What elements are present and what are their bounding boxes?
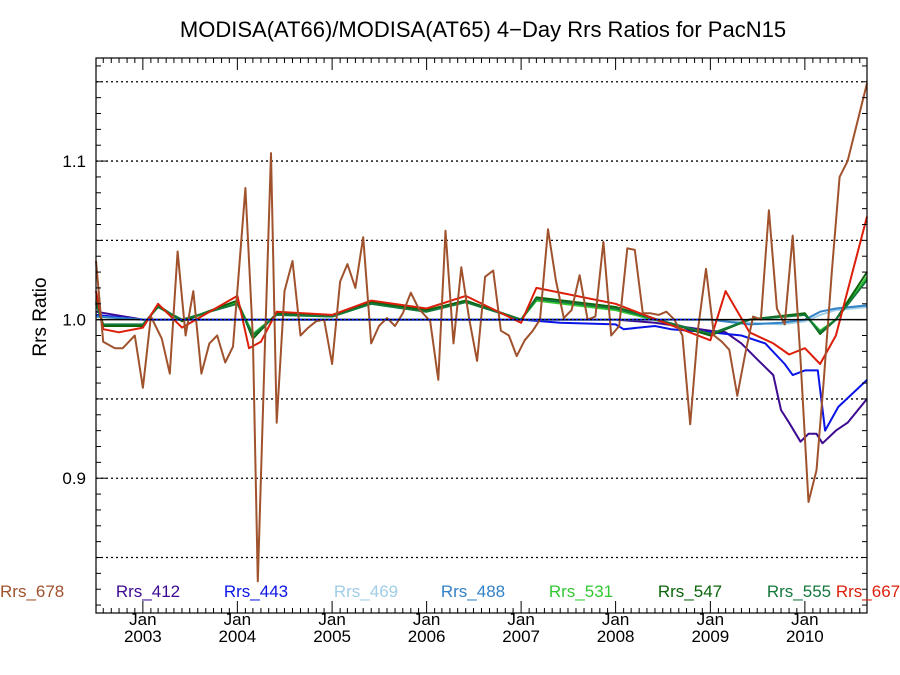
x-tick-label-month: Jan (318, 610, 345, 629)
legend-entry-rrs-531: Rrs_531 (549, 582, 613, 601)
x-tick-label-year: 2009 (691, 627, 729, 646)
axes: 0.91.01.1Jan2003Jan2004Jan2005Jan2006Jan… (62, 57, 868, 646)
x-tick-label-month: Jan (413, 610, 440, 629)
x-tick-label-month: Jan (129, 610, 156, 629)
legend-entry-rrs-469: Rrs_469 (334, 582, 398, 601)
legend: Rrs_412 Rrs_443 Rrs_469 Rrs_488 Rrs_531 Rrs_5… (0, 582, 900, 601)
series-line-rrs-412 (95, 310, 868, 445)
chart-title: MODISA(AT66)/MODISA(AT65) 4−Day Rrs Rati… (180, 17, 786, 42)
legend-entry-rrs-443: Rrs_443 (224, 582, 288, 601)
legend-entry-rrs-412: Rrs_412 (116, 582, 180, 601)
x-tick-label-year: 2007 (502, 627, 540, 646)
y-tick-label: 1.1 (62, 152, 86, 171)
legend-entry-rrs-678: Rrs_678 (0, 582, 64, 601)
y-tick-label: 0.9 (62, 469, 86, 488)
x-tick-label-month: Jan (602, 610, 629, 629)
x-tick-label-year: 2006 (408, 627, 446, 646)
gridlines (96, 81, 867, 559)
legend-entry-rrs-555: Rrs_555 (767, 582, 831, 601)
x-tick-label-year: 2008 (597, 627, 635, 646)
legend-entry-rrs-547: Rrs_547 (658, 582, 722, 601)
x-tick-label-year: 2005 (313, 627, 351, 646)
legend-entry-rrs-667: Rrs_667 (836, 582, 900, 601)
x-tick-label-month: Jan (224, 610, 251, 629)
series-line-rrs-678 (95, 83, 868, 583)
x-tick-label-month: Jan (507, 610, 534, 629)
y-tick-label: 1.0 (62, 311, 86, 330)
x-tick-label-month: Jan (791, 610, 818, 629)
legend-entry-rrs-488: Rrs_488 (441, 582, 505, 601)
plot-frame (95, 57, 868, 614)
series-layer (95, 83, 868, 583)
x-tick-label-year: 2003 (124, 627, 162, 646)
x-tick-label-year: 2010 (786, 627, 824, 646)
series-line-rrs-667 (95, 216, 868, 365)
x-tick-label-month: Jan (697, 610, 724, 629)
y-axis-label: Rrs Ratio (30, 277, 51, 356)
x-tick-label-year: 2004 (218, 627, 256, 646)
